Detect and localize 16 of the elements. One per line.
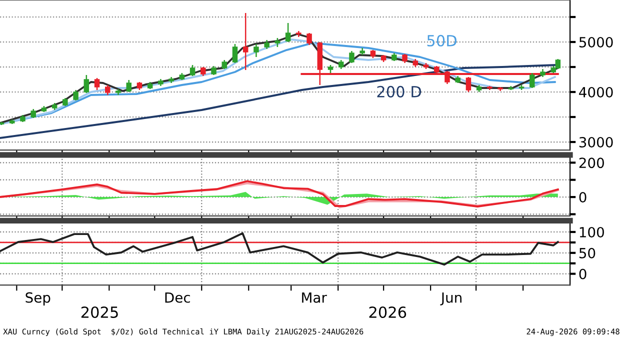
text: 2025	[81, 306, 118, 318]
text: 2026	[369, 306, 406, 318]
y-tick-label: 0	[579, 268, 586, 280]
y-tick-label: 0	[579, 192, 586, 203]
x-tick-label: Jun	[440, 292, 462, 306]
y-tick-label: 200	[579, 158, 604, 168]
annotation: 50D	[427, 34, 456, 46]
x-tick-label: Sep	[26, 292, 50, 306]
annotation: 200 D	[377, 86, 422, 98]
y-tick-label: 3000	[579, 136, 613, 148]
y-tick-label: 5000	[579, 36, 613, 48]
x-tick-label: Dec	[165, 292, 190, 303]
y-tick-label: 50	[579, 248, 596, 258]
y-tick-label: 100	[580, 226, 604, 238]
x-tick-label: Mar	[302, 292, 327, 303]
y-tick-label: 4000	[579, 86, 613, 98]
